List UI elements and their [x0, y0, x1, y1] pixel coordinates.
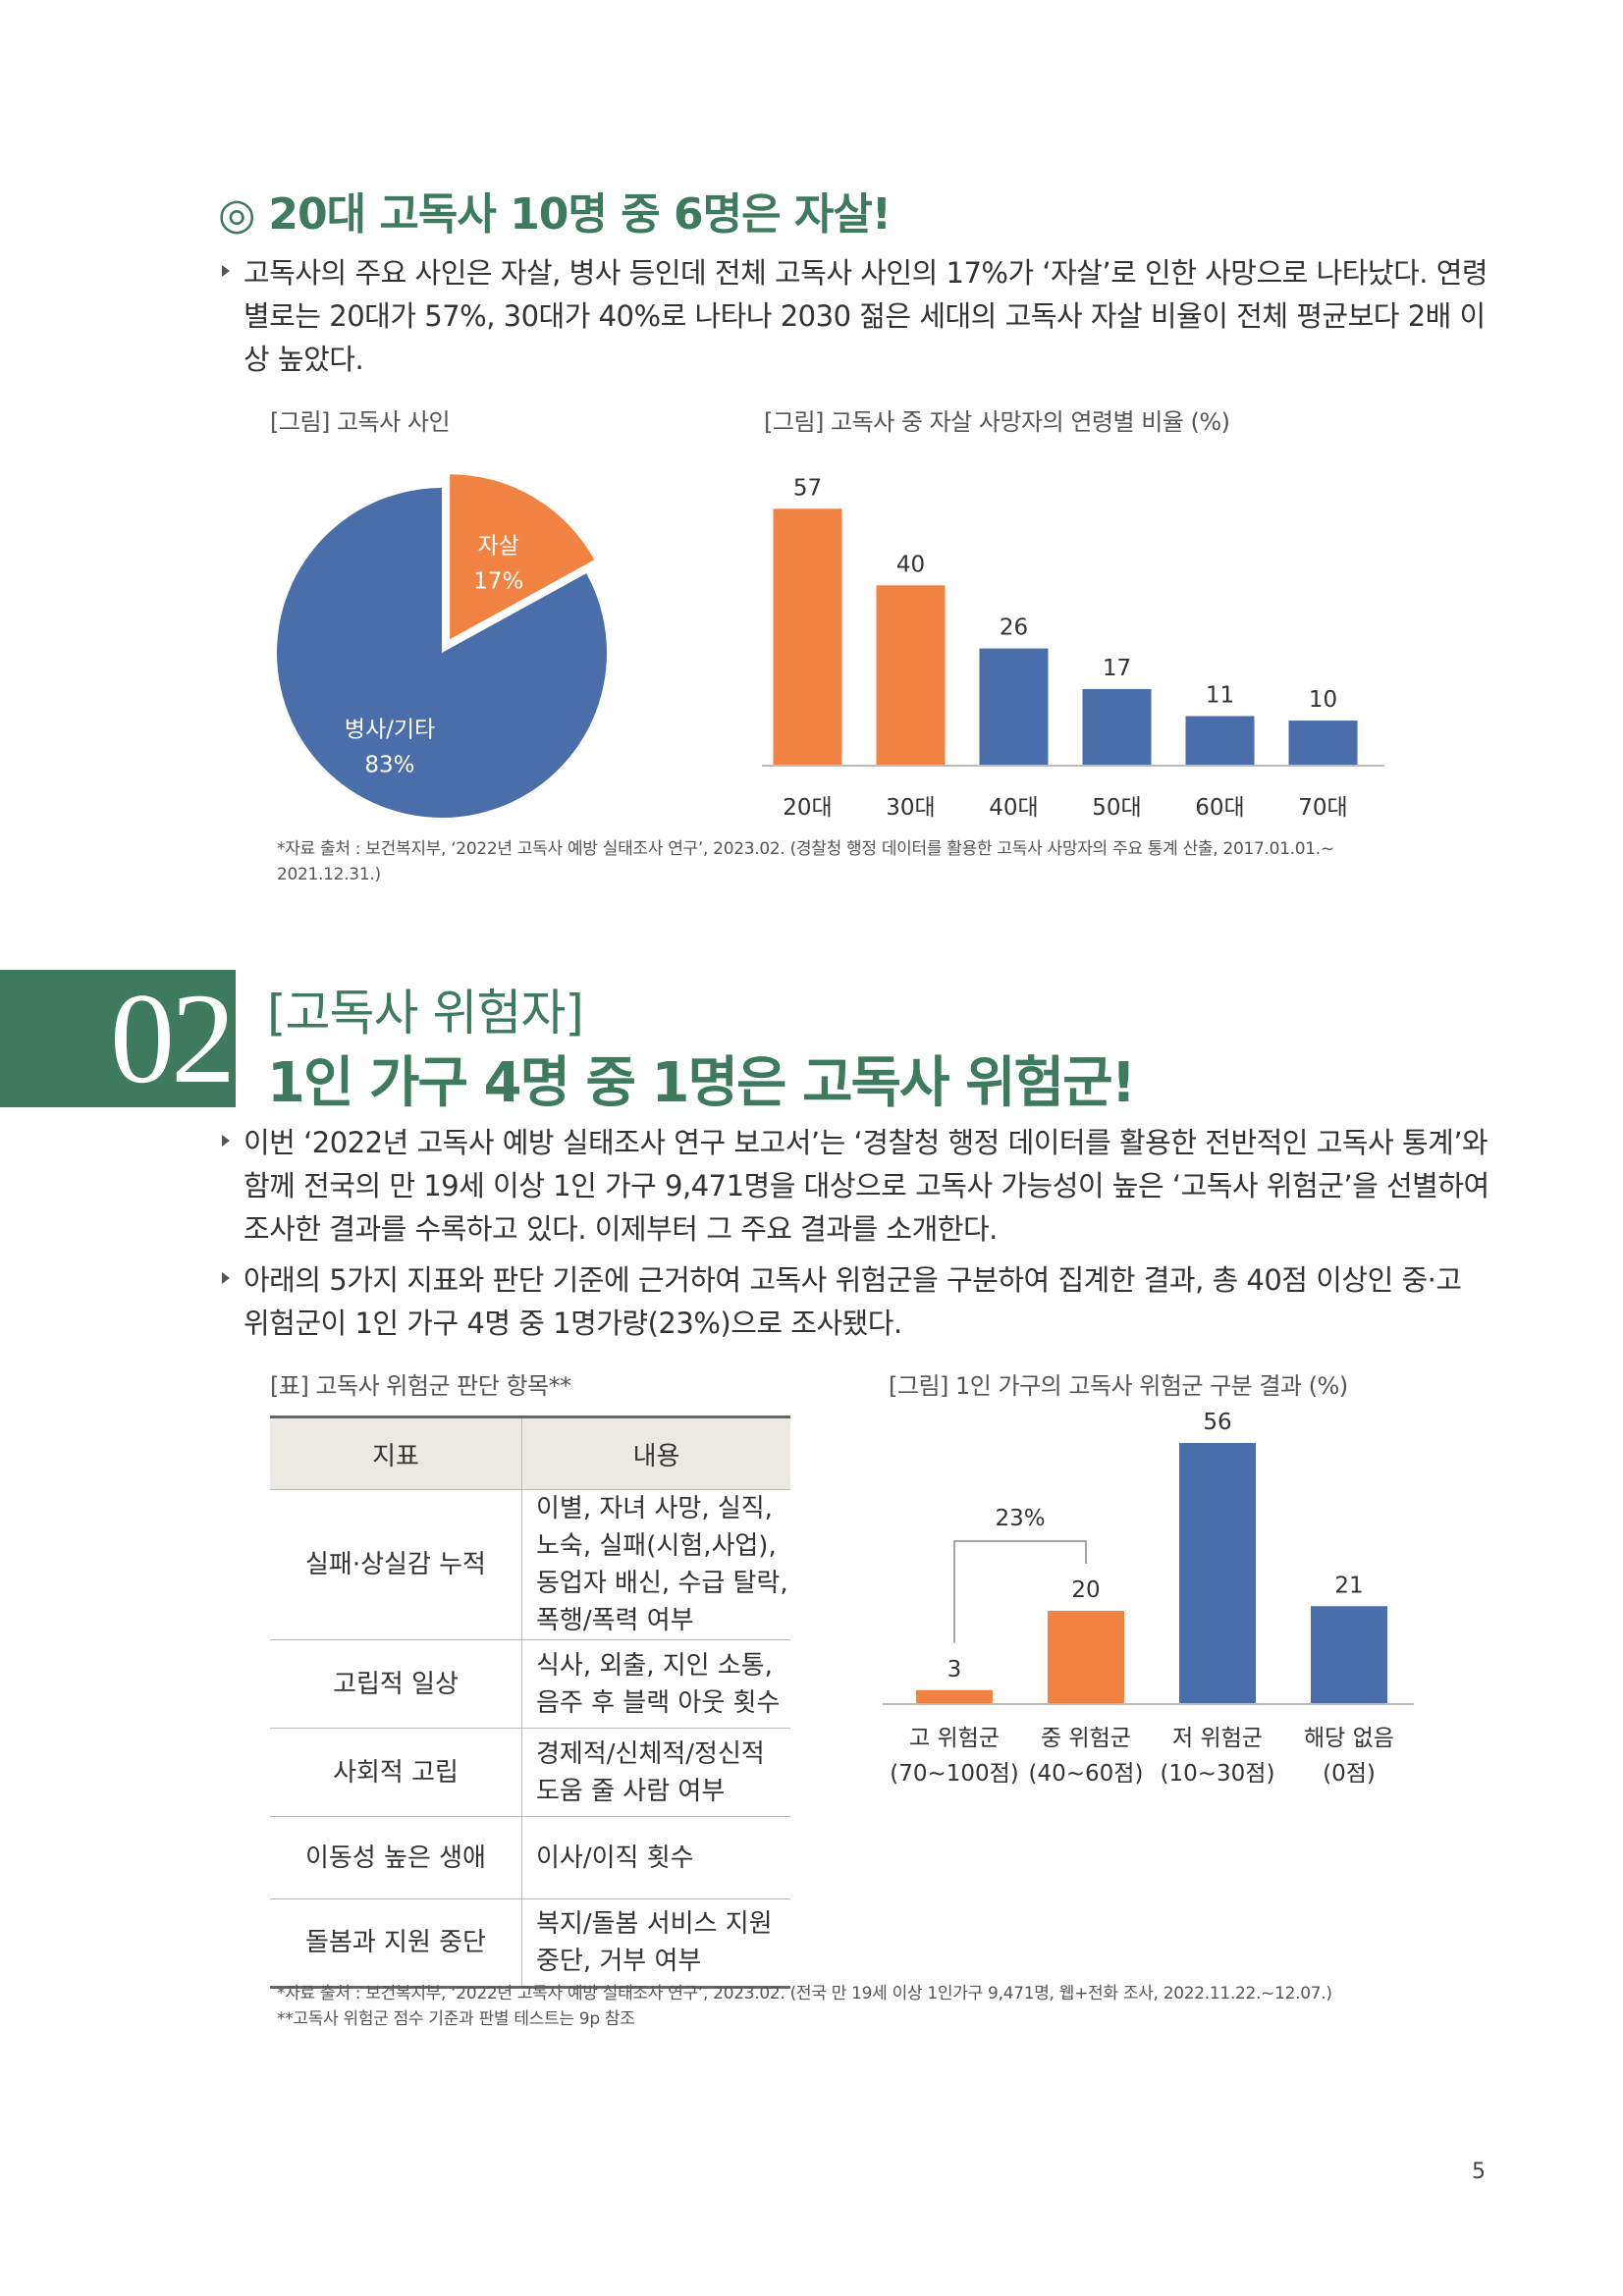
bar — [1179, 1443, 1256, 1704]
double-circle-icon: ◎ — [218, 189, 255, 240]
risk-criteria-table: 지표 내용 실패·상실감 누적 이별, 자녀 사망, 실직, 노숙, 실패(시험… — [270, 1415, 790, 1989]
table-header-row: 지표 내용 — [270, 1415, 790, 1490]
bar-caption: [그림] 고독사 중 자살 사망자의 연령별 비율 (%) — [764, 408, 1230, 436]
table-row: 돌봄과 지원 중단 복지/돌봄 서비스 지원 중단, 거부 여부 — [270, 1898, 790, 1989]
table-cell-content: 이사/이직 횟수 — [521, 1816, 790, 1899]
pie-chart: 자살 17% 병사/기타 83% — [276, 474, 607, 818]
table-cell-indicator: 사회적 고립 — [270, 1728, 522, 1817]
bar-value-label: 20 — [1071, 1577, 1100, 1603]
category-label: 20대 — [783, 795, 832, 821]
bar — [876, 585, 946, 766]
risk-bar-chart: 3 고 위험군 (70~100점) 20 중 위험군 (40~60점) 56 저 위험군 (10… — [883, 1410, 1414, 1787]
bullet-triangle-icon — [222, 265, 230, 277]
bar-value-label: 10 — [1309, 687, 1337, 713]
category-label: 고 위험군 — [909, 1726, 1000, 1751]
section2-paragraph-1-text: 이번 ‘2022년 고독사 예방 실태조사 연구 보고서’는 ‘경찰청 행정 데… — [243, 1126, 1489, 1246]
section1-title: 20대 고독사 10명 중 6명은 자살! — [268, 189, 892, 240]
section2-paragraph-1: 이번 ‘2022년 고독사 예방 실태조사 연구 보고서’는 ‘경찰청 행정 데… — [222, 1121, 1490, 1251]
category-sublabel: (70~100점) — [890, 1761, 1019, 1787]
category-sublabel: (40~60점) — [1029, 1761, 1144, 1787]
risk-chart-caption: [그림] 1인 가구의 고독사 위험군 구분 결과 (%) — [889, 1372, 1348, 1400]
bullet-triangle-icon — [222, 1272, 230, 1284]
table-cell-content: 식사, 외출, 지인 소통, 음주 후 블랙 아웃 횟수 — [521, 1639, 790, 1729]
pie-caption: [그림] 고독사 사인 — [270, 408, 451, 436]
table-cell-indicator: 고립적 일상 — [270, 1639, 522, 1729]
bar — [979, 648, 1049, 766]
section2-source-1: *자료 출처 : 보건복지부, ‘2022년 고독사 예방 실태조사 연구’, … — [277, 1984, 1332, 2003]
section1-heading: ◎ 20대 고독사 10명 중 6명은 자살! — [218, 179, 892, 241]
bracket-label: 23% — [995, 1506, 1045, 1531]
table-cell-indicator: 실패·상실감 누적 — [270, 1489, 522, 1640]
section2-paragraph-2-text: 아래의 5가지 지표와 판단 기준에 근거하여 고독사 위험군을 구분하여 집계… — [243, 1263, 1462, 1340]
category-sublabel: (0점) — [1323, 1761, 1376, 1787]
bar — [1185, 716, 1255, 766]
bar — [916, 1689, 993, 1704]
bar-value-label: 3 — [947, 1657, 962, 1682]
pie-slice-label: 병사/기타 — [345, 718, 435, 743]
table-caption: [표] 고독사 위험군 판단 항목** — [270, 1372, 571, 1400]
pie-slice-value: 83% — [364, 753, 414, 778]
section2-subtitle: [고독사 위험자] — [267, 985, 584, 1041]
bar — [1048, 1611, 1124, 1704]
bar-value-label: 57 — [793, 475, 822, 501]
table-cell-content: 이별, 자녀 사망, 실직, 노숙, 실패(시험,사업), 동업자 배신, 수급… — [521, 1489, 790, 1640]
category-label: 해당 없음 — [1304, 1726, 1394, 1751]
section-number: 02 — [110, 966, 236, 1110]
section-number-box: 02 — [0, 970, 236, 1107]
bar — [1082, 688, 1152, 766]
table-cell-content: 경제적/신체적/정신적 도움 줄 사람 여부 — [521, 1728, 790, 1817]
category-label: 30대 — [886, 795, 935, 821]
category-label: 50대 — [1092, 795, 1141, 821]
bar-value-label: 56 — [1203, 1410, 1231, 1435]
page-number: 5 — [1472, 2160, 1486, 2184]
table-row: 고립적 일상 식사, 외출, 지인 소통, 음주 후 블랙 아웃 횟수 — [270, 1639, 790, 1729]
table-cell-content: 복지/돌봄 서비스 지원 중단, 거부 여부 — [521, 1898, 790, 1989]
section2-title: 1인 가구 4명 중 1명은 고독사 위험군! — [267, 1051, 1136, 1115]
table-row: 사회적 고립 경제적/신체적/정신적 도움 줄 사람 여부 — [270, 1728, 790, 1817]
category-label: 저 위험군 — [1172, 1726, 1263, 1751]
group-bracket — [953, 1540, 1087, 1643]
table-cell-indicator: 돌봄과 지원 중단 — [270, 1898, 522, 1989]
age-bar-chart: 57 20대 40 30대 26 40대 17 50대 11 60대 10 70대 — [762, 475, 1384, 821]
bullet-triangle-icon — [222, 1135, 230, 1147]
pie-slice-label: 자살 — [478, 533, 519, 559]
category-label: 40대 — [989, 795, 1038, 821]
table-cell-indicator: 이동성 높은 생애 — [270, 1816, 522, 1899]
section2-source-2: **고독사 위험군 점수 기준과 판별 테스트는 9p 참조 — [277, 2009, 635, 2029]
category-label: 중 위험군 — [1041, 1726, 1131, 1751]
section2-paragraph-2: 아래의 5가지 지표와 판단 기준에 근거하여 고독사 위험군을 구분하여 집계… — [222, 1258, 1490, 1345]
bar-value-label: 40 — [896, 552, 925, 577]
table-header-indicator: 지표 — [270, 1415, 522, 1490]
section1-source: *자료 출처 : 보건복지부, ‘2022년 고독사 예방 실태조사 연구’, … — [277, 839, 1334, 884]
category-label: 70대 — [1298, 795, 1347, 821]
bar-value-label: 11 — [1206, 682, 1234, 708]
table-row: 실패·상실감 누적 이별, 자녀 사망, 실직, 노숙, 실패(시험,사업), … — [270, 1489, 790, 1640]
bar — [1288, 721, 1358, 766]
bar-value-label: 21 — [1334, 1573, 1363, 1598]
section1-paragraph: 고독사의 주요 사인은 자살, 병사 등인데 전체 고독사 사인의 17%가 ‘… — [222, 251, 1490, 381]
bar — [1311, 1606, 1387, 1704]
section1-paragraph-text: 고독사의 주요 사인은 자살, 병사 등인데 전체 고독사 사인의 17%가 ‘… — [243, 256, 1488, 376]
bar-value-label: 26 — [1000, 615, 1028, 641]
category-sublabel: (10~30점) — [1161, 1761, 1275, 1787]
table-row: 이동성 높은 생애 이사/이직 횟수 — [270, 1816, 790, 1899]
pie-slice — [450, 474, 595, 640]
category-label: 60대 — [1195, 795, 1244, 821]
pie-slice — [276, 488, 607, 818]
bar-value-label: 17 — [1103, 656, 1131, 681]
table-header-content: 내용 — [521, 1415, 790, 1490]
bar — [773, 508, 842, 766]
pie-slice-value: 17% — [473, 568, 523, 594]
